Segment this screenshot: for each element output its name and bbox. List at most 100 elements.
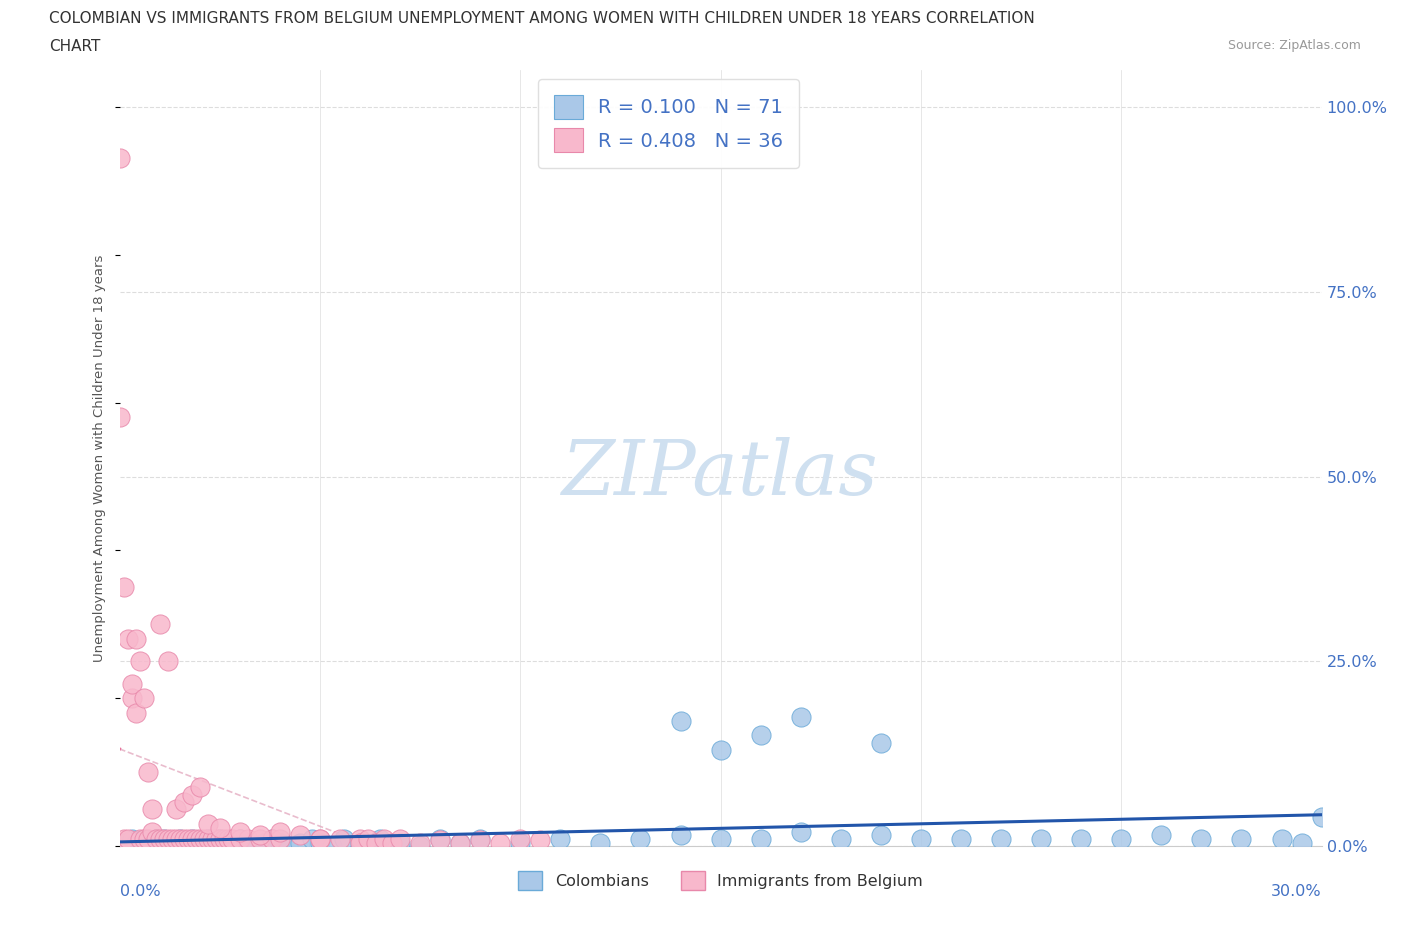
Point: [117, 839, 139, 854]
Point: [112, 580, 135, 595]
Point: [630, 831, 652, 846]
Point: [145, 831, 167, 846]
Point: [156, 835, 179, 850]
Point: [709, 743, 731, 758]
Point: [121, 676, 143, 691]
Point: [165, 831, 187, 846]
Point: [208, 831, 231, 846]
Point: [188, 831, 211, 846]
Point: [709, 831, 731, 846]
Point: [309, 831, 332, 846]
Point: [136, 839, 159, 854]
Point: [269, 824, 291, 839]
Point: [193, 831, 215, 846]
Point: [152, 831, 174, 846]
Point: [990, 831, 1012, 846]
Point: [429, 833, 451, 848]
Point: [489, 835, 512, 850]
Point: [321, 839, 343, 854]
Point: [749, 831, 772, 846]
Point: [1291, 835, 1313, 850]
Point: [132, 831, 155, 846]
Point: [373, 831, 395, 846]
Point: [449, 835, 471, 850]
Point: [228, 824, 252, 839]
Point: [152, 831, 174, 846]
Legend: Colombians, Immigrants from Belgium: Colombians, Immigrants from Belgium: [512, 864, 929, 897]
Point: [368, 831, 391, 846]
Point: [236, 831, 259, 846]
Point: [197, 817, 219, 831]
Point: [124, 835, 146, 850]
Point: [204, 831, 226, 846]
Point: [217, 831, 239, 846]
Point: [128, 839, 150, 854]
Point: [149, 835, 172, 850]
Point: [388, 831, 412, 846]
Point: [132, 691, 155, 706]
Point: [790, 824, 813, 839]
Point: [156, 831, 179, 846]
Point: [309, 831, 332, 846]
Point: [277, 839, 299, 854]
Point: [117, 831, 139, 846]
Point: [228, 831, 252, 846]
Point: [429, 831, 451, 846]
Point: [357, 831, 380, 846]
Point: [128, 831, 150, 846]
Point: [121, 691, 143, 706]
Point: [589, 835, 612, 850]
Point: [197, 831, 219, 846]
Text: 30.0%: 30.0%: [1271, 884, 1322, 898]
Text: ZIPatlas: ZIPatlas: [562, 436, 879, 511]
Point: [236, 835, 259, 850]
Point: [108, 410, 131, 425]
Point: [149, 617, 172, 631]
Point: [1230, 831, 1253, 846]
Point: [208, 831, 231, 846]
Point: [169, 831, 191, 846]
Point: [790, 710, 813, 724]
Point: [509, 835, 531, 850]
Point: [173, 835, 195, 850]
Point: [529, 833, 551, 848]
Point: [509, 831, 531, 846]
Point: [301, 831, 323, 846]
Point: [409, 835, 432, 850]
Point: [388, 835, 412, 850]
Point: [173, 831, 195, 846]
Point: [269, 831, 291, 846]
Point: [409, 839, 432, 854]
Point: [188, 779, 211, 794]
Point: [249, 828, 271, 843]
Point: [309, 835, 332, 850]
Point: [184, 835, 207, 850]
Point: [910, 831, 932, 846]
Point: [156, 654, 179, 669]
Point: [173, 794, 195, 809]
Point: [869, 736, 893, 751]
Point: [1310, 809, 1333, 824]
Point: [449, 835, 471, 850]
Point: [180, 831, 202, 846]
Text: COLOMBIAN VS IMMIGRANTS FROM BELGIUM UNEMPLOYMENT AMONG WOMEN WITH CHILDREN UNDE: COLOMBIAN VS IMMIGRANTS FROM BELGIUM UNE…: [49, 11, 1035, 26]
Point: [253, 835, 276, 850]
Point: [950, 831, 973, 846]
Point: [149, 831, 172, 846]
Point: [749, 728, 772, 743]
Point: [364, 835, 387, 850]
Point: [184, 831, 207, 846]
Point: [124, 706, 146, 721]
Point: [212, 835, 235, 850]
Point: [830, 831, 852, 846]
Point: [193, 835, 215, 850]
Point: [136, 831, 159, 846]
Point: [204, 835, 226, 850]
Point: [288, 835, 311, 850]
Point: [1111, 831, 1133, 846]
Point: [108, 151, 131, 166]
Point: [333, 831, 356, 846]
Point: [132, 835, 155, 850]
Point: [176, 839, 198, 854]
Point: [165, 835, 187, 850]
